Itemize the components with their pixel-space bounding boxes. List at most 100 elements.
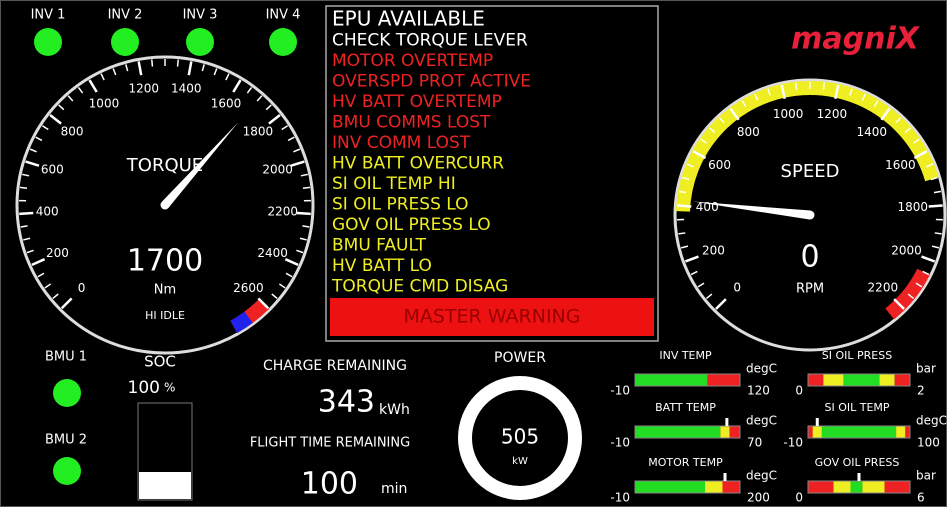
gauge-tick-label: 2000 bbox=[262, 162, 293, 176]
minor-tick bbox=[767, 88, 771, 96]
needle-hub bbox=[805, 210, 815, 220]
minor-tick bbox=[904, 127, 912, 134]
bar-gauge-max: 100 bbox=[917, 436, 940, 450]
minor-tick bbox=[52, 293, 59, 300]
message: INV COMM LOST bbox=[332, 133, 471, 153]
inverter-light bbox=[111, 28, 139, 56]
flight-label: FLIGHT TIME REMAINING bbox=[250, 436, 410, 451]
minor-tick bbox=[915, 282, 923, 288]
gauge-tick-label: 600 bbox=[708, 158, 731, 172]
bar-frame bbox=[807, 425, 911, 439]
bar-gauge-unit: bar bbox=[916, 469, 936, 483]
minor-tick bbox=[41, 125, 49, 131]
minor-tick bbox=[26, 249, 34, 254]
gauge-tick bbox=[834, 84, 840, 99]
inverter-label: INV 1 bbox=[31, 8, 66, 23]
minor-tick bbox=[23, 237, 31, 241]
message: HV BATT LO bbox=[332, 256, 432, 276]
bar-zone bbox=[635, 374, 708, 386]
bar-zone bbox=[843, 374, 880, 386]
gauge-tick-label: 2600 bbox=[233, 281, 264, 295]
bar-pointer bbox=[725, 418, 729, 426]
bar-gauge-unit: degC bbox=[746, 469, 777, 483]
minor-tick bbox=[112, 68, 117, 76]
bmu-label: BMU 1 bbox=[45, 350, 87, 365]
bar-gauge-title: MOTOR TEMP bbox=[648, 456, 723, 469]
inverter-light bbox=[269, 28, 297, 56]
torque-unit: Nm bbox=[154, 283, 176, 298]
minor-tick bbox=[213, 68, 218, 76]
minor-tick bbox=[256, 95, 263, 102]
bar-pointer bbox=[723, 473, 727, 481]
minor-tick bbox=[100, 73, 105, 81]
master-warning-box bbox=[330, 298, 654, 336]
minor-tick bbox=[201, 64, 205, 72]
gauge-tick-label: 1400 bbox=[856, 125, 887, 139]
minor-tick bbox=[271, 293, 278, 300]
bar-gauge-max: 200 bbox=[747, 491, 770, 505]
message: EPU AVAILABLE bbox=[332, 7, 485, 31]
minor-tick bbox=[907, 293, 915, 300]
bar-zone bbox=[894, 374, 910, 386]
minor-tick bbox=[300, 173, 308, 177]
gauge-tick-label: 800 bbox=[737, 125, 760, 139]
gauge-tick-label: 2000 bbox=[891, 243, 922, 257]
bar-zone bbox=[896, 426, 906, 438]
minor-tick bbox=[19, 186, 28, 189]
minor-tick bbox=[680, 245, 689, 249]
message: MOTOR OVERTEMP bbox=[332, 51, 493, 71]
message: HV BATT OVERCURR bbox=[332, 154, 504, 174]
minor-tick bbox=[697, 282, 705, 288]
bar-gauge-unit: degC bbox=[746, 362, 777, 376]
minor-tick bbox=[35, 136, 43, 142]
gauge-tick bbox=[893, 298, 905, 310]
minor-tick bbox=[931, 245, 940, 249]
bar-gauge-min: -10 bbox=[610, 384, 630, 398]
gauge-tick-label: 1400 bbox=[171, 81, 202, 95]
gauge-tick-label: 200 bbox=[46, 246, 69, 260]
gauge-tick bbox=[677, 204, 692, 208]
minor-tick bbox=[58, 104, 65, 111]
gauge-tick bbox=[296, 211, 311, 216]
bar-zone bbox=[720, 426, 730, 438]
power-value: 505 bbox=[501, 425, 539, 449]
gauge-band bbox=[230, 311, 253, 334]
bar-zone bbox=[879, 374, 895, 386]
gauge-title: SPEED bbox=[781, 161, 840, 182]
speed-unit: RPM bbox=[796, 282, 824, 297]
bar-gauge-min: -10 bbox=[783, 436, 803, 450]
soc-label: SOC bbox=[144, 353, 176, 371]
power-ring bbox=[458, 376, 582, 500]
gauge-tick bbox=[684, 255, 699, 263]
bar-zone bbox=[635, 426, 721, 438]
inverter-light bbox=[34, 28, 62, 56]
message: BMU COMMS LOST bbox=[332, 113, 491, 133]
gauge-tick bbox=[49, 113, 62, 125]
inverter-label: INV 4 bbox=[266, 8, 301, 23]
gauge-tick-label: 0 bbox=[78, 281, 86, 295]
minor-tick bbox=[822, 82, 825, 90]
minor-tick bbox=[77, 86, 84, 94]
minor-tick bbox=[922, 270, 930, 276]
minor-tick bbox=[296, 249, 304, 254]
minor-tick bbox=[926, 163, 934, 168]
bar-gauge-max: 6 bbox=[917, 491, 925, 505]
bar-gauge-max: 120 bbox=[747, 384, 770, 398]
minor-tick bbox=[849, 88, 853, 96]
flight-value: 100 bbox=[301, 467, 358, 502]
bar-zone bbox=[722, 481, 740, 493]
gauge-tick bbox=[257, 297, 270, 310]
minor-tick bbox=[686, 163, 694, 168]
charge-unit: kWh bbox=[379, 402, 410, 418]
message: CHECK TORQUE LEVER bbox=[332, 31, 528, 51]
minor-tick bbox=[37, 272, 45, 278]
minor-tick bbox=[754, 93, 759, 101]
minor-tick bbox=[705, 293, 713, 300]
bar-gauge-min: -10 bbox=[610, 436, 630, 450]
gauge-tick-label: 800 bbox=[61, 125, 84, 139]
minor-tick bbox=[678, 232, 686, 235]
gauge-tick bbox=[880, 107, 891, 121]
inverter-light bbox=[186, 28, 214, 56]
bmu-label: BMU 2 bbox=[45, 433, 87, 448]
